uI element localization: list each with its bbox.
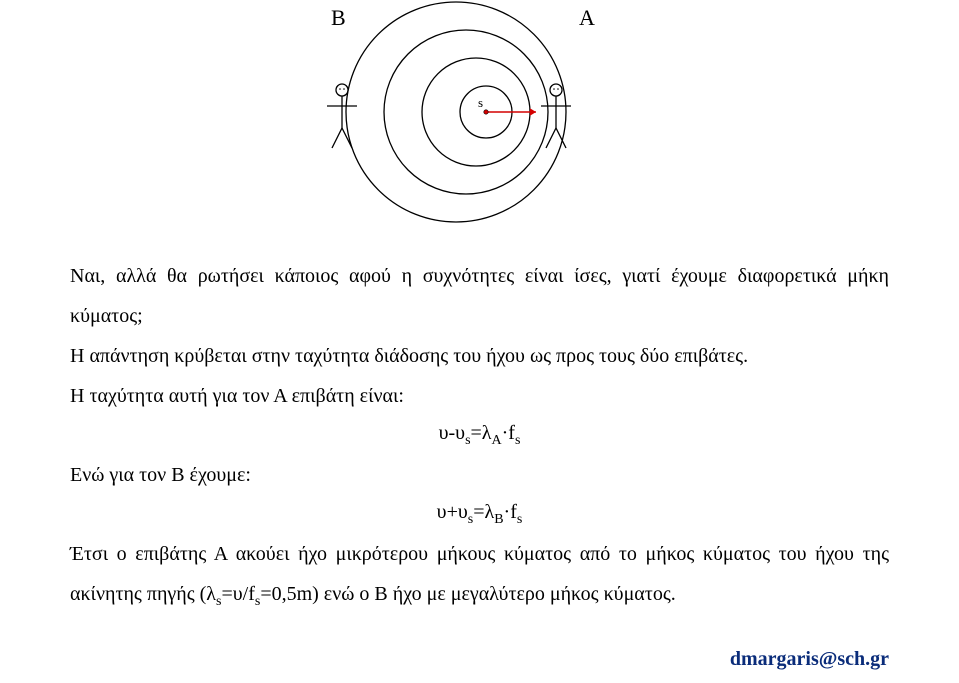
paragraph-2: Η απάντηση κρύβεται στην ταχύτητα διάδοσ… [70, 336, 889, 376]
footer-email: dmargaris@sch.gr [730, 648, 889, 671]
svg-text:s: s [478, 95, 483, 110]
svg-text:Α: Α [579, 5, 595, 30]
equation-1: υ-υs=λΑ·fs [70, 422, 889, 449]
paragraph-5: Έτσι ο επιβάτης Α ακούει ήχο μικρότερου … [70, 534, 889, 616]
equation-2: υ+υs=λΒ·fs [70, 501, 889, 528]
paragraph-1: Ναι, αλλά θα ρωτήσει κάποιος αφού η συχν… [70, 256, 889, 336]
wave-diagram: s Α Β [70, 0, 889, 230]
diagram-svg: s Α Β [280, 0, 680, 230]
svg-text:Β: Β [331, 5, 346, 30]
paragraph-4: Ενώ για τον Β έχουμε: [70, 455, 889, 495]
paragraph-3: Η ταχύτητα αυτή για τον Α επιβάτη είναι: [70, 376, 889, 416]
